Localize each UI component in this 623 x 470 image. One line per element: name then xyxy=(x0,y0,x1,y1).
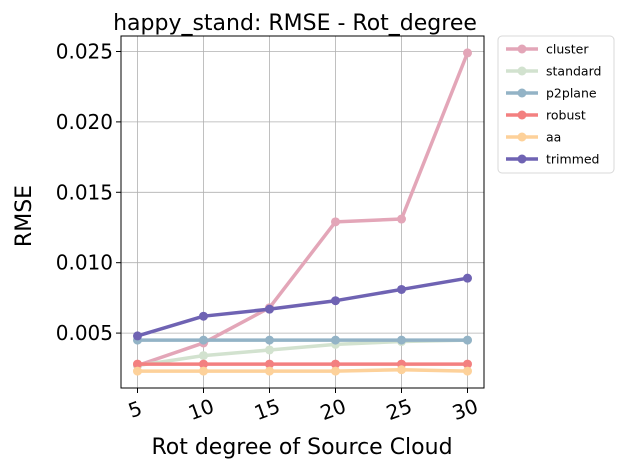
legend-label: cluster xyxy=(546,42,589,57)
legend-label: robust xyxy=(546,108,586,123)
data-point-trimmed xyxy=(133,331,142,341)
data-point-cluster xyxy=(331,217,340,227)
x-axis: 5 10 15 20 25 30 xyxy=(125,388,481,425)
data-point-p2plane xyxy=(331,335,340,345)
legend-item-robust: robust xyxy=(506,108,586,123)
data-point-aa xyxy=(331,366,340,376)
legend-swatch-marker xyxy=(517,132,527,142)
y-tick-label: 0.005 xyxy=(56,321,113,345)
y-tick-label: 0.020 xyxy=(56,110,113,134)
data-point-aa xyxy=(265,366,274,376)
legend-swatch-marker xyxy=(517,110,527,120)
x-tick-label: 5 xyxy=(125,396,145,423)
series-line-cluster xyxy=(135,51,470,368)
legend-swatch-marker xyxy=(517,66,527,76)
x-tick-label: 15 xyxy=(251,394,283,425)
y-tick-label: 0.010 xyxy=(56,251,113,275)
data-point-p2plane xyxy=(199,335,208,345)
legend-item-p2plane: p2plane xyxy=(506,86,597,101)
y-axis-title: RMSE xyxy=(12,185,37,247)
data-point-standard xyxy=(199,351,208,361)
series-line-trimmed xyxy=(135,276,470,338)
series-aa xyxy=(133,365,472,376)
data-point-aa xyxy=(463,366,472,376)
legend-swatch-marker xyxy=(517,154,527,164)
legend-swatch-marker xyxy=(517,88,527,98)
data-point-aa xyxy=(199,366,208,376)
x-tick-label: 10 xyxy=(185,394,217,425)
y-axis: 0.005 0.010 0.015 0.020 0.025 xyxy=(56,39,121,345)
legend-label: trimmed xyxy=(546,152,600,167)
data-point-trimmed xyxy=(265,304,274,314)
series-p2plane xyxy=(133,335,472,345)
legend-item-trimmed: trimmed xyxy=(506,152,600,167)
data-point-robust xyxy=(265,359,274,369)
y-tick-label: 0.025 xyxy=(56,39,113,63)
legend: cluster standard p2plane robust aa trimmed xyxy=(497,35,615,174)
legend-swatch-marker xyxy=(517,44,527,54)
data-point-robust xyxy=(199,359,208,369)
grid xyxy=(121,36,484,388)
data-point-aa xyxy=(133,366,142,376)
x-tick-label: 20 xyxy=(317,394,349,425)
legend-label: p2plane xyxy=(546,86,597,101)
legend-label: aa xyxy=(546,130,561,145)
series-layer xyxy=(133,48,472,376)
data-point-cluster xyxy=(463,48,472,58)
data-point-robust xyxy=(133,359,142,369)
data-point-aa xyxy=(397,365,406,375)
series-line-standard xyxy=(135,338,470,368)
data-point-robust xyxy=(331,359,340,369)
data-point-standard xyxy=(265,345,274,355)
x-tick-label: 30 xyxy=(449,394,481,425)
legend-item-cluster: cluster xyxy=(506,42,589,57)
plot-frame xyxy=(120,35,485,389)
data-point-p2plane xyxy=(397,335,406,345)
x-axis-title: Rot degree of Source Cloud xyxy=(151,435,452,460)
legend-label: standard xyxy=(546,64,601,79)
series-robust xyxy=(133,359,472,369)
legend-item-aa: aa xyxy=(506,130,561,145)
data-point-trimmed xyxy=(463,273,472,283)
chart-title: happy_stand: RMSE - Rot_degree xyxy=(113,11,477,36)
data-point-p2plane xyxy=(463,335,472,345)
data-point-trimmed xyxy=(199,311,208,321)
series-trimmed xyxy=(133,273,472,341)
series-line-aa xyxy=(135,367,470,373)
y-tick-label: 0.015 xyxy=(56,180,113,204)
data-point-cluster xyxy=(397,214,406,224)
x-tick-label: 25 xyxy=(383,394,415,425)
data-point-trimmed xyxy=(397,284,406,294)
data-point-trimmed xyxy=(331,296,340,306)
data-point-p2plane xyxy=(265,335,274,345)
data-point-robust xyxy=(463,359,472,369)
legend-item-standard: standard xyxy=(506,64,601,79)
